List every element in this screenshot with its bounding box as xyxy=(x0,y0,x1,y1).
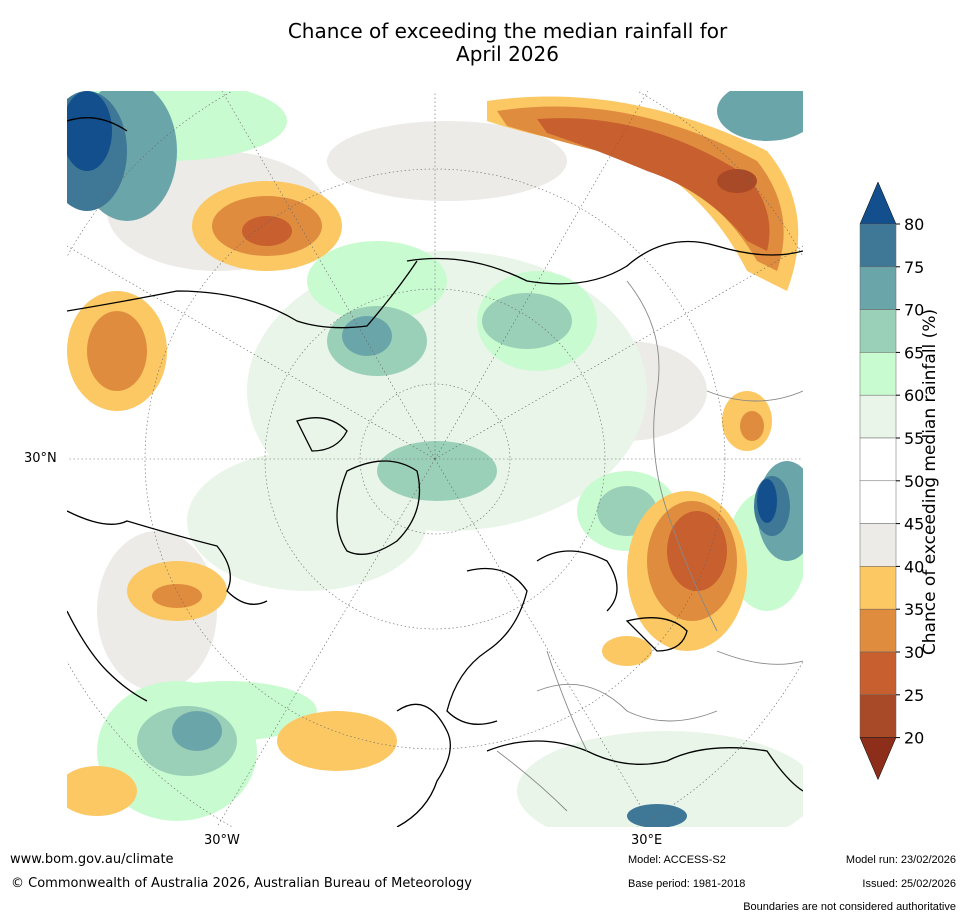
colorbar-tick-label: 80 xyxy=(904,215,924,234)
model-text: Model: ACCESS-S2 xyxy=(628,854,726,866)
colorbar-tick-label: 35 xyxy=(904,600,924,619)
colorbar-tick-label: 40 xyxy=(904,557,924,576)
colorbar-segment-30_35 xyxy=(859,608,897,653)
colorbar-segment-60_65 xyxy=(859,352,897,396)
website-link[interactable]: www.bom.gov.au/climate xyxy=(10,852,174,867)
graticule xyxy=(67,91,803,827)
country-borders xyxy=(496,280,803,812)
colorbar-tick-label: 20 xyxy=(904,729,924,748)
colorbar-segment-50_55 xyxy=(859,437,897,482)
colorbar-segment-55_60 xyxy=(859,394,897,439)
colorbar-tick-label: 75 xyxy=(904,258,924,277)
coastlines xyxy=(67,117,803,827)
colorbar-arrow-below xyxy=(859,737,897,781)
colorbar-segment-70_75 xyxy=(859,266,897,310)
colorbar-segment-45_50 xyxy=(859,480,897,524)
colorbar-tick-label: 70 xyxy=(904,301,924,320)
colorbar-segment-25_30 xyxy=(859,651,897,696)
issued-text: Issued: 25/02/2026 xyxy=(862,878,956,890)
colorbar-tick-label: 55 xyxy=(904,429,924,448)
colorbar-tick-label: 30 xyxy=(904,643,924,662)
colorbar-arrow-above xyxy=(859,182,897,225)
probability-fields xyxy=(67,91,803,827)
colorbar-tick-label: 45 xyxy=(904,515,924,534)
colorbar-tick-label: 60 xyxy=(904,386,924,405)
colorbar: 80 75 70 65 60 55 50 45 40 35 30 25 20 xyxy=(859,182,924,781)
lon-label-30e: 30°E xyxy=(631,833,663,848)
base-period-text: Base period: 1981-2018 xyxy=(628,878,746,890)
colorbar-tick-label: 65 xyxy=(904,343,924,362)
colorbar-label: Chance of exceeding median rainfall (%) xyxy=(920,308,940,656)
colorbar-segment-65_70 xyxy=(859,309,897,353)
colorbar-ticks: 80 75 70 65 60 55 50 45 40 35 30 25 20 xyxy=(896,215,924,748)
colorbar-segment-75_80 xyxy=(859,223,897,268)
forecast-map[interactable] xyxy=(67,91,803,827)
lon-label-30w: 30°W xyxy=(204,833,240,848)
colorbar-segment-20_25 xyxy=(859,694,897,738)
colorbar-segments xyxy=(859,182,897,781)
disclaimer-text: Boundaries are not considered authoritat… xyxy=(743,901,956,913)
lat-label-30n: 30°N xyxy=(24,451,57,466)
title-line-1: Chance of exceeding the median rainfall … xyxy=(287,19,728,43)
colorbar-tick-label: 50 xyxy=(904,472,924,491)
map-canvas xyxy=(67,91,803,827)
model-run-text: Model run: 23/02/2026 xyxy=(845,854,956,866)
map-title: Chance of exceeding the median rainfall … xyxy=(0,20,965,66)
colorbar-tick-label: 25 xyxy=(904,686,924,705)
copyright-text: © Commonwealth of Australia 2026, Austra… xyxy=(11,876,472,891)
colorbar-segment-35_40 xyxy=(859,566,897,610)
title-line-2: April 2026 xyxy=(456,42,559,66)
colorbar-segment-40_45 xyxy=(859,523,897,567)
